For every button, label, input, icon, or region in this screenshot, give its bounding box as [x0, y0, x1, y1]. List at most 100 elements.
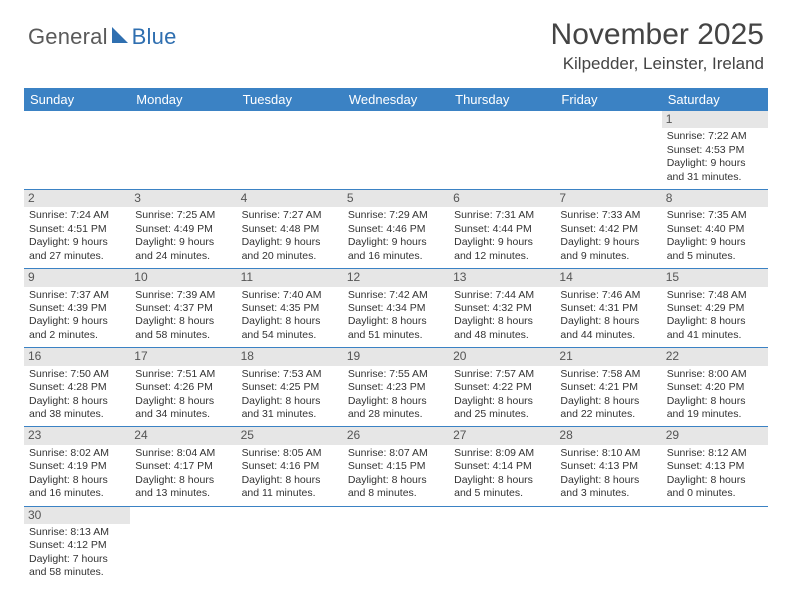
day-details: Sunrise: 7:22 AMSunset: 4:53 PMDaylight:…: [667, 130, 763, 184]
calendar-cell-empty: [449, 506, 555, 585]
day-details: Sunrise: 8:10 AMSunset: 4:13 PMDaylight:…: [560, 447, 656, 501]
calendar-cell: 22 Sunrise: 8:00 AMSunset: 4:20 PMDayligh…: [662, 348, 768, 427]
calendar-cell-empty: [555, 111, 661, 190]
weekday-header: Sunday: [24, 88, 130, 111]
calendar-cell: 6 Sunrise: 7:31 AMSunset: 4:44 PMDaylight…: [449, 190, 555, 269]
calendar-cell: 24 Sunrise: 8:04 AMSunset: 4:17 PMDayligh…: [130, 427, 236, 506]
calendar-cell: 19Sunrise: 7:55 AMSunset: 4:23 PMDayligh…: [343, 348, 449, 427]
day-number: 28: [555, 427, 661, 444]
day-number: 22: [662, 348, 768, 365]
day-number: 16: [24, 348, 130, 365]
day-number: 29: [662, 427, 768, 444]
calendar-cell: 2 Sunrise: 7:24 AMSunset: 4:51 PMDaylight…: [24, 190, 130, 269]
day-details: Sunrise: 7:46 AMSunset: 4:31 PMDaylight:…: [560, 289, 656, 343]
day-details: Sunrise: 7:24 AMSunset: 4:51 PMDaylight:…: [29, 209, 125, 263]
weekday-header: Saturday: [662, 88, 768, 111]
calendar-cell-empty: [449, 111, 555, 190]
day-details: Sunrise: 7:53 AMSunset: 4:25 PMDaylight:…: [242, 368, 338, 422]
day-number: 25: [237, 427, 343, 444]
day-number: 4: [237, 190, 343, 207]
calendar-cell: 12 Sunrise: 7:42 AMSunset: 4:34 PMDayligh…: [343, 269, 449, 348]
day-details: Sunrise: 8:07 AMSunset: 4:15 PMDaylight:…: [348, 447, 444, 501]
day-number: 11: [237, 269, 343, 286]
calendar-cell: 25 Sunrise: 8:05 AMSunset: 4:16 PMDayligh…: [237, 427, 343, 506]
day-details: Sunrise: 7:35 AMSunset: 4:40 PMDaylight:…: [667, 209, 763, 263]
day-details: Sunrise: 7:58 AMSunset: 4:21 PMDaylight:…: [560, 368, 656, 422]
calendar-cell: 20 Sunrise: 7:57 AMSunset: 4:22 PMDayligh…: [449, 348, 555, 427]
day-details: Sunrise: 7:39 AMSunset: 4:37 PMDaylight:…: [135, 289, 231, 343]
day-number: 15: [662, 269, 768, 286]
sail-icon: [110, 25, 132, 45]
day-number: 13: [449, 269, 555, 286]
calendar-cell: 16Sunrise: 7:50 AMSunset: 4:28 PMDayligh…: [24, 348, 130, 427]
calendar-cell-empty: [343, 111, 449, 190]
day-number: 12: [343, 269, 449, 286]
weekday-header: Friday: [555, 88, 661, 111]
day-details: Sunrise: 7:31 AMSunset: 4:44 PMDaylight:…: [454, 209, 550, 263]
calendar-cell: 27 Sunrise: 8:09 AMSunset: 4:14 PMDayligh…: [449, 427, 555, 506]
location-label: Kilpedder, Leinster, Ireland: [551, 54, 764, 74]
day-details: Sunrise: 7:55 AMSunset: 4:23 PMDaylight:…: [348, 368, 444, 422]
day-details: Sunrise: 8:02 AMSunset: 4:19 PMDaylight:…: [29, 447, 125, 501]
day-details: Sunrise: 7:51 AMSunset: 4:26 PMDaylight:…: [135, 368, 231, 422]
month-title: November 2025: [551, 18, 764, 52]
day-details: Sunrise: 7:42 AMSunset: 4:34 PMDaylight:…: [348, 289, 444, 343]
day-details: Sunrise: 8:04 AMSunset: 4:17 PMDaylight:…: [135, 447, 231, 501]
calendar-cell: 30 Sunrise: 8:13 AMSunset: 4:12 PMDayligh…: [24, 506, 130, 585]
calendar-cell-empty: [24, 111, 130, 190]
day-details: Sunrise: 7:27 AMSunset: 4:48 PMDaylight:…: [242, 209, 338, 263]
day-number: 1: [662, 111, 768, 128]
day-number: 27: [449, 427, 555, 444]
day-details: Sunrise: 7:40 AMSunset: 4:35 PMDaylight:…: [242, 289, 338, 343]
weekday-header: Thursday: [449, 88, 555, 111]
day-number: 6: [449, 190, 555, 207]
logo: General Blue: [28, 18, 177, 50]
day-details: Sunrise: 7:57 AMSunset: 4:22 PMDaylight:…: [454, 368, 550, 422]
day-details: Sunrise: 7:48 AMSunset: 4:29 PMDaylight:…: [667, 289, 763, 343]
day-number: 9: [24, 269, 130, 286]
calendar-cell-empty: [343, 506, 449, 585]
calendar-cell: 13 Sunrise: 7:44 AMSunset: 4:32 PMDayligh…: [449, 269, 555, 348]
day-number: 17: [130, 348, 236, 365]
day-number: 18: [237, 348, 343, 365]
day-number: 23: [24, 427, 130, 444]
calendar-table: SundayMondayTuesdayWednesdayThursdayFrid…: [24, 88, 768, 585]
header: General Blue November 2025 Kilpedder, Le…: [0, 0, 792, 82]
day-number: 5: [343, 190, 449, 207]
day-number: 24: [130, 427, 236, 444]
day-details: Sunrise: 8:09 AMSunset: 4:14 PMDaylight:…: [454, 447, 550, 501]
day-number: 21: [555, 348, 661, 365]
day-number: 26: [343, 427, 449, 444]
day-number: 2: [24, 190, 130, 207]
day-number: 10: [130, 269, 236, 286]
calendar-cell: 4 Sunrise: 7:27 AMSunset: 4:48 PMDaylight…: [237, 190, 343, 269]
calendar-cell: 26 Sunrise: 8:07 AMSunset: 4:15 PMDayligh…: [343, 427, 449, 506]
calendar-body: 1 Sunrise: 7:22 AMSunset: 4:53 PMDaylight…: [24, 111, 768, 585]
day-number: 3: [130, 190, 236, 207]
calendar-head: SundayMondayTuesdayWednesdayThursdayFrid…: [24, 88, 768, 111]
calendar-cell: 17 Sunrise: 7:51 AMSunset: 4:26 PMDayligh…: [130, 348, 236, 427]
calendar-cell: 1 Sunrise: 7:22 AMSunset: 4:53 PMDaylight…: [662, 111, 768, 190]
weekday-header: Tuesday: [237, 88, 343, 111]
calendar-cell: 21 Sunrise: 7:58 AMSunset: 4:21 PMDayligh…: [555, 348, 661, 427]
title-block: November 2025 Kilpedder, Leinster, Irela…: [551, 18, 764, 74]
day-details: Sunrise: 7:29 AMSunset: 4:46 PMDaylight:…: [348, 209, 444, 263]
day-number: 7: [555, 190, 661, 207]
day-number: 30: [24, 507, 130, 524]
calendar-cell: 15 Sunrise: 7:48 AMSunset: 4:29 PMDayligh…: [662, 269, 768, 348]
calendar-cell-empty: [237, 111, 343, 190]
day-details: Sunrise: 8:05 AMSunset: 4:16 PMDaylight:…: [242, 447, 338, 501]
day-details: Sunrise: 8:00 AMSunset: 4:20 PMDaylight:…: [667, 368, 763, 422]
calendar-cell: 8Sunrise: 7:35 AMSunset: 4:40 PMDaylight…: [662, 190, 768, 269]
day-details: Sunrise: 8:13 AMSunset: 4:12 PMDaylight:…: [29, 526, 125, 580]
calendar-cell: 14 Sunrise: 7:46 AMSunset: 4:31 PMDayligh…: [555, 269, 661, 348]
weekday-header: Wednesday: [343, 88, 449, 111]
weekday-header: Monday: [130, 88, 236, 111]
calendar-cell: 11 Sunrise: 7:40 AMSunset: 4:35 PMDayligh…: [237, 269, 343, 348]
day-details: Sunrise: 7:44 AMSunset: 4:32 PMDaylight:…: [454, 289, 550, 343]
calendar-cell: 23 Sunrise: 8:02 AMSunset: 4:19 PMDayligh…: [24, 427, 130, 506]
day-number: 20: [449, 348, 555, 365]
day-number: 14: [555, 269, 661, 286]
calendar-cell-empty: [662, 506, 768, 585]
day-details: Sunrise: 7:25 AMSunset: 4:49 PMDaylight:…: [135, 209, 231, 263]
